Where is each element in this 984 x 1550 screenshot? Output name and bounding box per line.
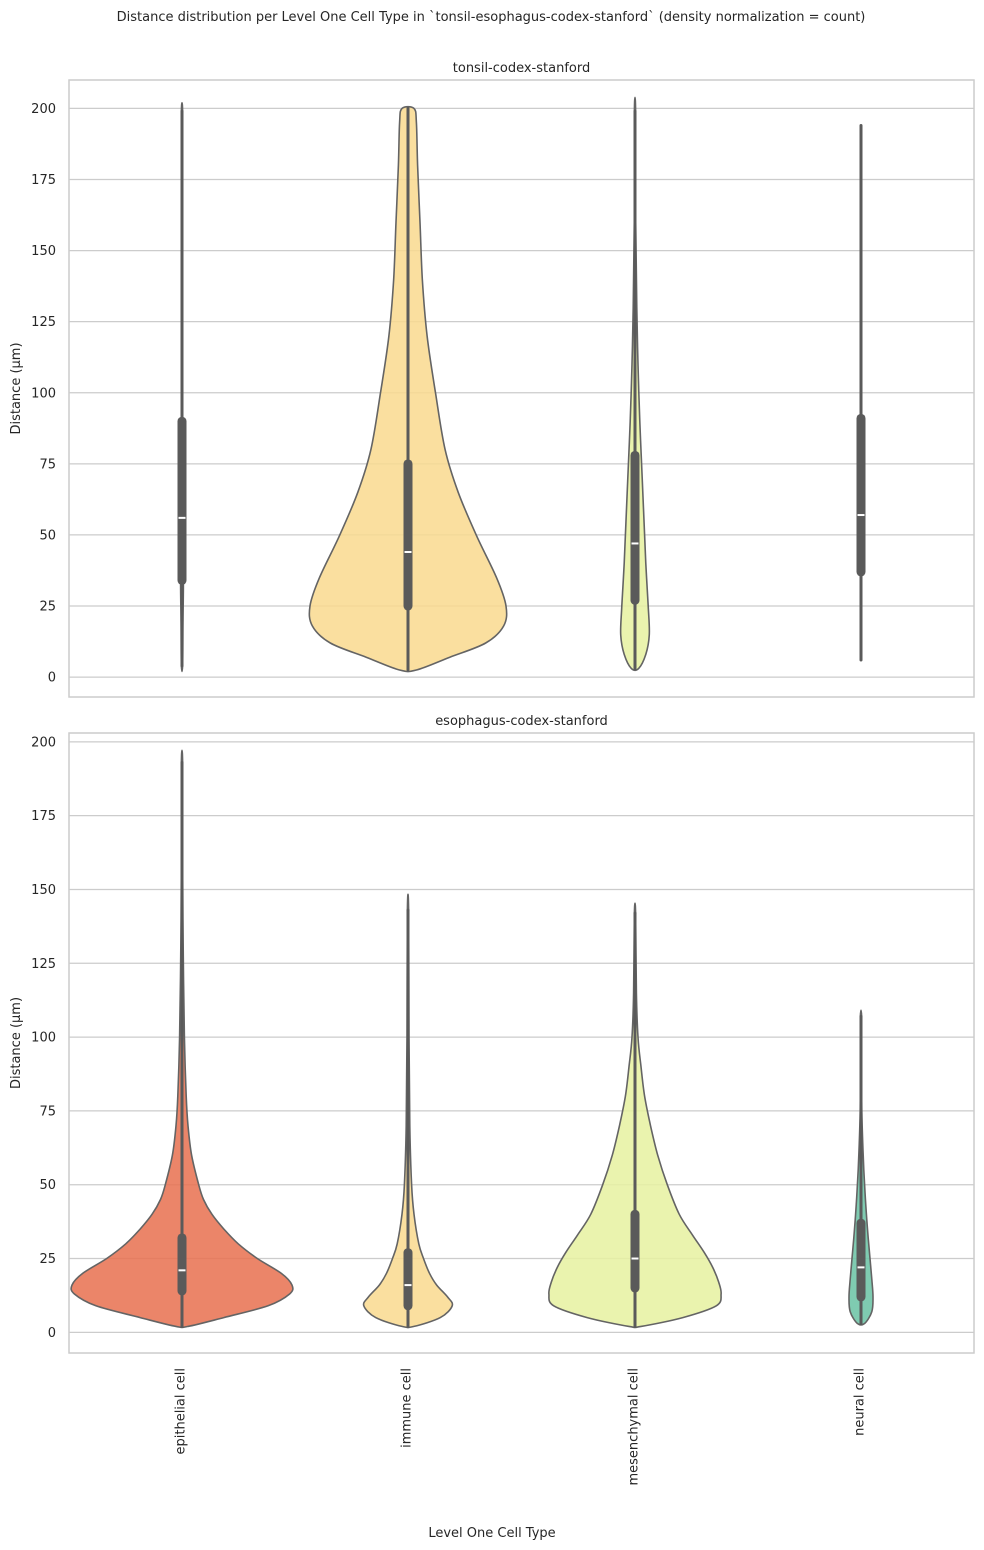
y-tick-label: 150	[31, 244, 56, 259]
y-tick-label: 125	[31, 957, 56, 972]
x-tick-label: immune cell	[400, 1368, 415, 1448]
panel-title: esophagus-codex-stanford	[435, 714, 608, 729]
x-tick-label: neural cell	[853, 1368, 868, 1436]
y-tick-label: 0	[48, 671, 56, 686]
plot-frame	[68, 732, 975, 1354]
y-tick-label: 50	[39, 1178, 56, 1193]
chart-title: Distance distribution per Level One Cell…	[117, 10, 866, 25]
violin-immune-cell	[308, 105, 508, 673]
y-tick-label: 175	[31, 173, 56, 188]
x-tick-labels: epithelial cell immune cell mesenchymal ce…	[174, 1368, 868, 1486]
y-tick-label: 25	[39, 600, 56, 615]
y-tick-label: 0	[48, 1326, 56, 1341]
y-tick-label: 200	[31, 735, 56, 750]
y-tick-label: 100	[31, 386, 56, 401]
y-tick-label: 175	[31, 809, 56, 824]
panel-tonsil: 0 25 50 75 100 125 150 175 200 tonsil-codex-stanf…	[9, 61, 975, 698]
y-tick-label: 50	[39, 528, 56, 543]
violin-epithelial-cell	[70, 749, 294, 1329]
y-tick-label: 75	[39, 1104, 56, 1119]
violin-immune-cell	[362, 893, 454, 1329]
violin-mesenchymal-cell	[548, 902, 722, 1329]
y-tick-label: 125	[31, 315, 56, 330]
x-tick-label: epithelial cell	[174, 1368, 189, 1455]
x-axis-label: Level One Cell Type	[428, 1526, 555, 1541]
violin-mesenchymal-cell	[619, 96, 651, 672]
y-tick-label: 25	[39, 1252, 56, 1267]
violin-neural-cell	[848, 1009, 874, 1326]
panel-title: tonsil-codex-stanford	[453, 61, 590, 76]
violin-epithelial-cell	[177, 101, 187, 673]
y-tick-label: 200	[31, 102, 56, 117]
violin-neural-cell	[856, 123, 866, 662]
plot-frame	[68, 79, 975, 698]
panel-esophagus: 0 25 50 75 100 125 150 175 200 esophagus-codex-st…	[9, 714, 975, 1354]
y-tick-label: 75	[39, 457, 56, 472]
y-axis-label: Distance (µm)	[9, 997, 24, 1089]
y-axis-label: Distance (µm)	[9, 342, 24, 434]
y-tick-label: 100	[31, 1031, 56, 1046]
x-tick-label: mesenchymal cell	[627, 1368, 642, 1486]
y-tick-label: 150	[31, 883, 56, 898]
